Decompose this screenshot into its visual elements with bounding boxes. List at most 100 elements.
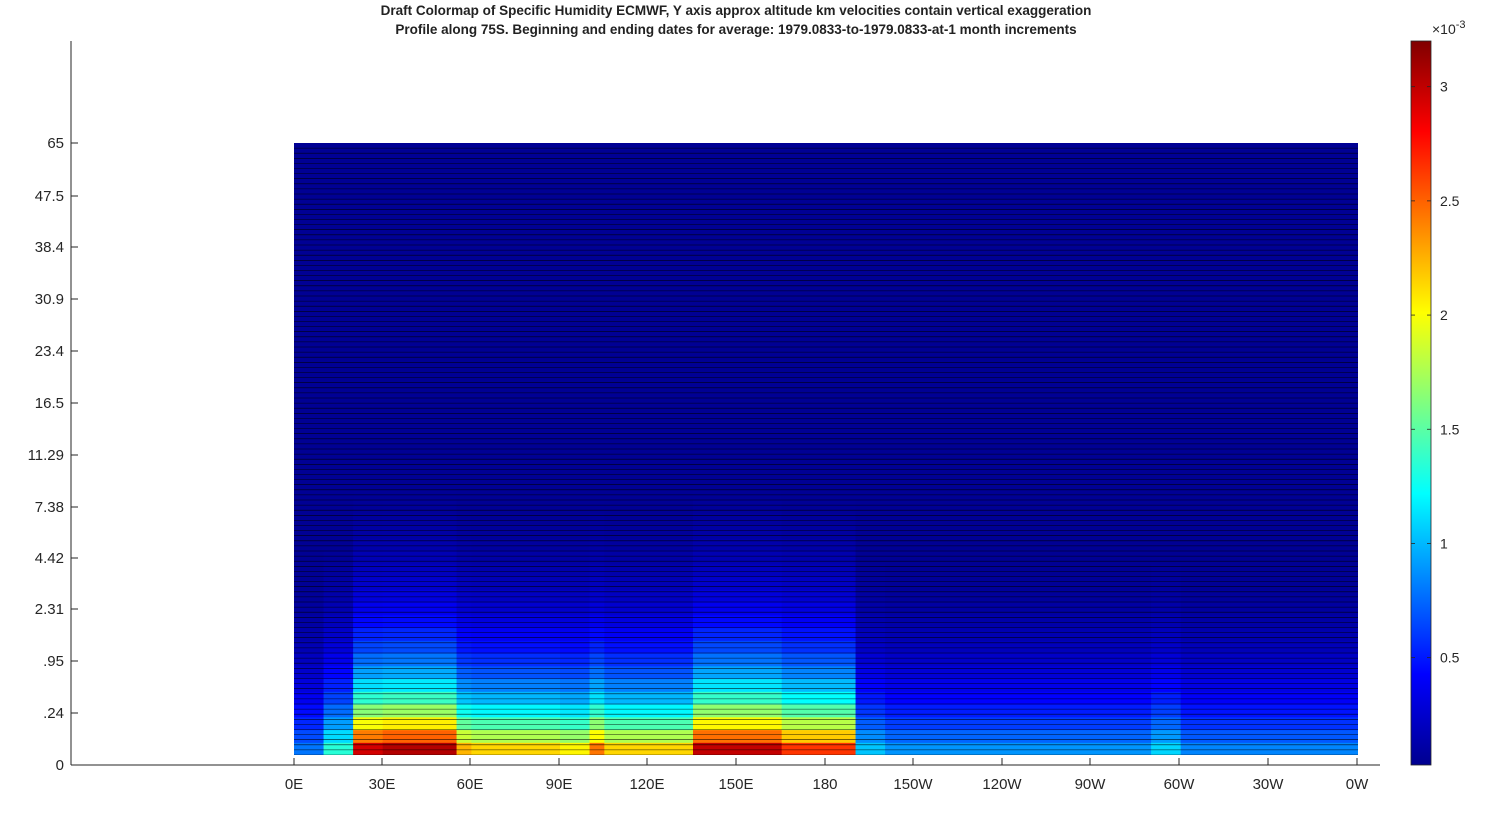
heatmap-cell bbox=[693, 665, 783, 680]
heatmap-cell bbox=[781, 257, 857, 272]
heatmap-cell bbox=[323, 372, 354, 386]
heatmap-cell bbox=[693, 678, 783, 692]
heatmap-cell bbox=[693, 308, 783, 323]
heatmap-cell bbox=[382, 143, 458, 157]
heatmap-cell bbox=[885, 219, 1152, 233]
heatmap-cell bbox=[604, 576, 694, 590]
colorbar-exponent-base: ×10 bbox=[1432, 21, 1456, 37]
heatmap-cell bbox=[604, 551, 694, 565]
heatmap-cell bbox=[885, 589, 1152, 603]
heatmap-cell bbox=[456, 219, 472, 233]
heatmap-cell bbox=[382, 359, 458, 374]
heatmap-cell bbox=[855, 155, 886, 170]
heatmap-cell bbox=[693, 423, 783, 437]
heatmap-cell bbox=[353, 385, 384, 399]
heatmap-cell bbox=[781, 296, 857, 310]
heatmap-cell bbox=[855, 512, 886, 527]
heatmap-cell bbox=[885, 716, 1152, 731]
heatmap-cell bbox=[1151, 308, 1182, 323]
heatmap-cell bbox=[885, 665, 1152, 680]
heatmap-cell bbox=[781, 576, 857, 590]
heatmap-cell bbox=[456, 512, 472, 527]
heatmap-cell bbox=[604, 742, 694, 755]
heatmap-cell bbox=[885, 143, 1152, 157]
heatmap-cell bbox=[693, 372, 783, 386]
heatmap-cell bbox=[294, 372, 325, 386]
heatmap-cell bbox=[560, 155, 591, 170]
heatmap-cell bbox=[353, 589, 384, 603]
heatmap-cell bbox=[456, 589, 472, 603]
heatmap-cell bbox=[589, 410, 605, 425]
heatmap-cell bbox=[693, 742, 783, 755]
heatmap-cell bbox=[471, 155, 561, 170]
heatmap-cell bbox=[382, 206, 458, 221]
heatmap-cell bbox=[294, 410, 325, 425]
heatmap-cell bbox=[560, 691, 591, 705]
heatmap-cell bbox=[456, 691, 472, 705]
heatmap-cell bbox=[855, 665, 886, 680]
heatmap-cell bbox=[471, 423, 561, 437]
heatmap-cell bbox=[294, 168, 325, 182]
heatmap-cell bbox=[382, 423, 458, 437]
heatmap-cell bbox=[855, 270, 886, 284]
heatmap-cell bbox=[294, 614, 325, 629]
heatmap-cell bbox=[382, 538, 458, 552]
heatmap-cell bbox=[1180, 436, 1358, 450]
heatmap-cell bbox=[781, 385, 857, 399]
heatmap-cell bbox=[382, 181, 458, 195]
heatmap-cell bbox=[1151, 716, 1182, 731]
heatmap-cell bbox=[1151, 461, 1182, 476]
heatmap-cell bbox=[589, 257, 605, 272]
heatmap-cell bbox=[323, 487, 354, 501]
heatmap-cell bbox=[1180, 614, 1358, 629]
heatmap-cell bbox=[693, 347, 783, 361]
heatmap-cell bbox=[353, 347, 384, 361]
heatmap-cell bbox=[855, 602, 886, 616]
heatmap-cell bbox=[471, 500, 561, 514]
heatmap-cell bbox=[471, 245, 561, 259]
heatmap-cell bbox=[471, 449, 561, 463]
heatmap-cell bbox=[323, 219, 354, 233]
heatmap-cell bbox=[781, 372, 857, 386]
heatmap-cell bbox=[885, 602, 1152, 616]
heatmap-cell bbox=[885, 678, 1152, 692]
heatmap-cell bbox=[604, 538, 694, 552]
heatmap-cell bbox=[353, 270, 384, 284]
heatmap-cell bbox=[471, 487, 561, 501]
colorbar: 0.5 1 1.5 2 2.5 3 ×10-3 bbox=[1410, 19, 1466, 766]
heatmap-cell bbox=[885, 742, 1152, 755]
heatmap-cell bbox=[1180, 729, 1358, 743]
heatmap-cell bbox=[1180, 742, 1358, 755]
heatmap-cell bbox=[560, 551, 591, 565]
heatmap-cell bbox=[589, 194, 605, 208]
heatmap-cell bbox=[693, 385, 783, 399]
heatmap-cell bbox=[1180, 576, 1358, 590]
heatmap-cell bbox=[1151, 563, 1182, 578]
heatmap-cell bbox=[323, 283, 354, 297]
heatmap-cell bbox=[323, 512, 354, 527]
heatmap-cell bbox=[855, 296, 886, 310]
heatmap-cell bbox=[604, 410, 694, 425]
heatmap-cell bbox=[1151, 449, 1182, 463]
heatmap-cell bbox=[604, 359, 694, 374]
heatmap-cell bbox=[693, 155, 783, 170]
heatmap-cell bbox=[693, 474, 783, 488]
heatmap-cell bbox=[323, 627, 354, 641]
heatmap-cell bbox=[885, 640, 1152, 654]
heatmap-cell bbox=[471, 283, 561, 297]
heatmap-cell bbox=[604, 449, 694, 463]
heatmap-cell bbox=[1151, 691, 1182, 705]
heatmap-cell bbox=[382, 168, 458, 182]
heatmap-cell bbox=[855, 194, 886, 208]
heatmap-cell bbox=[885, 232, 1152, 246]
heatmap-cell bbox=[604, 512, 694, 527]
heatmap-cell bbox=[855, 653, 886, 667]
heatmap-cell bbox=[560, 143, 591, 157]
heatmap-cell bbox=[294, 219, 325, 233]
heatmap-cell bbox=[456, 436, 472, 450]
heatmap-cell bbox=[589, 423, 605, 437]
heatmap-cell bbox=[382, 576, 458, 590]
heatmap-cell bbox=[781, 691, 857, 705]
heatmap-cell bbox=[885, 385, 1152, 399]
heatmap-cell bbox=[1151, 359, 1182, 374]
